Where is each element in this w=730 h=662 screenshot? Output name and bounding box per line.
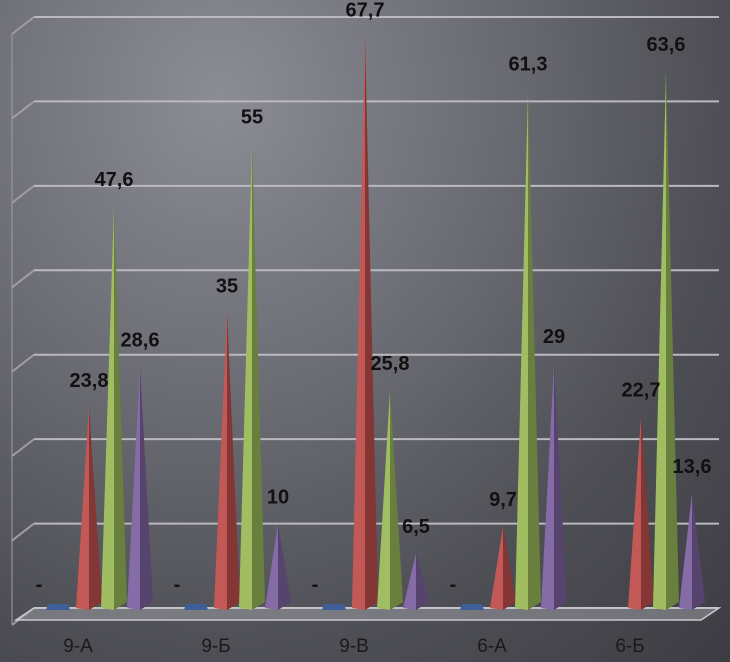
data-label: 55 xyxy=(241,107,263,129)
zero-bar-9-Б xyxy=(184,604,208,610)
gridline-side xyxy=(11,16,35,35)
pyramid-bar-9-В-1 xyxy=(352,36,378,610)
pyramid-bar-6-Б-1 xyxy=(628,416,654,610)
category-label: 6-Б xyxy=(615,636,644,657)
floor-plane xyxy=(13,607,722,621)
category-labels: 9-А 9-Б 9-В 6-А 6-Б xyxy=(63,636,644,657)
pyramid-bar-9-А-2 xyxy=(101,206,127,610)
category-label: 6-А xyxy=(477,636,507,657)
data-label: 9,7 xyxy=(489,489,517,511)
pyramid-bar-6-Б-2 xyxy=(653,71,679,610)
data-label: 28,6 xyxy=(121,330,160,352)
gridline-side xyxy=(11,353,35,373)
category-label: 9-В xyxy=(339,636,369,657)
gridline-side xyxy=(11,438,35,457)
data-label: 29 xyxy=(543,326,565,348)
data-labels: - 23,8 47,6 28,6 - 35 55 10 - 67,7 25,8 6,5 - 9,7 61,3… xyxy=(36,0,712,596)
pyramid-bar-9-Б-3 xyxy=(265,523,291,610)
data-label: - xyxy=(36,574,43,596)
gridline-side xyxy=(11,100,35,120)
pyramid-bar-6-Б-3 xyxy=(679,493,705,610)
data-label: - xyxy=(450,574,457,596)
data-label: 25,8 xyxy=(371,353,410,375)
data-label: 61,3 xyxy=(509,53,548,75)
data-label: 63,6 xyxy=(647,34,686,56)
data-label: 10 xyxy=(267,487,289,509)
category-label: 9-А xyxy=(63,636,93,657)
data-label: 6,5 xyxy=(402,516,430,538)
data-label: 47,6 xyxy=(95,169,134,191)
pyramid-bar-6-А-2 xyxy=(515,90,541,610)
data-label: - xyxy=(174,574,181,596)
zero-bar-9-В xyxy=(322,604,346,610)
pyramid-bar-9-А-3 xyxy=(127,366,153,610)
pyramid-bar-6-А-3 xyxy=(541,363,567,610)
gridline-side xyxy=(11,522,35,542)
pyramid-bar-9-В-3 xyxy=(403,553,429,610)
pyramid-bar-9-Б-1 xyxy=(214,312,240,610)
gridline-side xyxy=(11,185,35,204)
pyramid-bar-9-В-2 xyxy=(377,390,403,610)
gridline-side xyxy=(11,269,35,289)
data-label: 35 xyxy=(216,276,238,298)
zero-bar-6-А xyxy=(460,604,484,610)
chart-floor xyxy=(13,607,722,621)
data-label: - xyxy=(312,574,319,596)
data-label: 23,8 xyxy=(70,370,109,392)
data-label: 67,7 xyxy=(346,0,385,21)
data-label: 22,7 xyxy=(622,379,661,401)
pyramid-bar-9-А-1 xyxy=(76,407,102,610)
pyramid-bar-6-А-1 xyxy=(490,526,516,610)
chart-marks xyxy=(46,36,705,610)
data-label: 13,6 xyxy=(673,456,712,478)
category-label: 9-Б xyxy=(201,636,230,657)
zero-bar-9-А xyxy=(46,604,70,610)
pyramid-bar-9-Б-2 xyxy=(239,143,265,610)
